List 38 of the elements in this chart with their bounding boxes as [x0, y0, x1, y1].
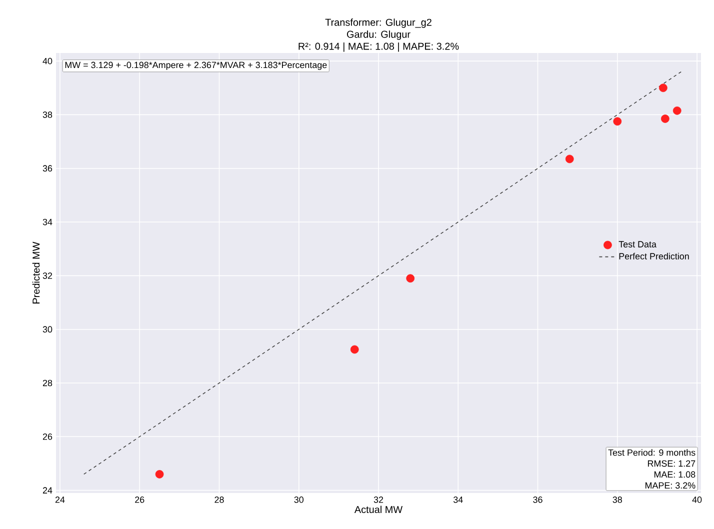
point	[406, 274, 415, 283]
x-tick-label: 40	[692, 496, 702, 503]
annotation: MAE: 1.08	[654, 471, 696, 478]
x-tick-label: 30	[294, 496, 304, 503]
chart-subtitle: Gardu: Glugur	[346, 30, 410, 40]
point	[660, 114, 670, 123]
x-tick-label: 36	[533, 496, 542, 503]
x-tick-label: 38	[612, 496, 622, 503]
y-tick-label: 24	[42, 487, 52, 494]
legend-label: Test Data	[618, 241, 656, 248]
y-tick-label: 28	[42, 380, 52, 386]
point	[659, 84, 668, 92]
annotation: Test Period: 9 months	[608, 449, 696, 456]
text: R²: 0.914 | MAE: 1.08 | MAPE: 3.2%	[298, 42, 459, 52]
x-tick-label: 32	[374, 496, 384, 503]
point	[155, 470, 164, 478]
y-tick-label: 34	[42, 218, 52, 226]
x-tick-label: 24	[55, 496, 65, 503]
annotation: MAPE: 3.2%	[645, 482, 696, 489]
point	[565, 154, 574, 164]
x-tick-label: 28	[214, 496, 224, 503]
annotation: RMSE: 1.27	[648, 460, 696, 467]
y-tick-label: 30	[42, 326, 52, 333]
annotation: MW = 3.129 + -0.198*Ampere + 2.367*MVAR + 3.183*Percentage	[65, 62, 327, 70]
chart-title: Transformer: Glugur_g2	[325, 18, 432, 28]
point	[613, 117, 622, 126]
y-tick-label: 26	[42, 433, 52, 440]
y-tick-label: 32	[42, 272, 52, 279]
point	[350, 345, 359, 354]
y-axis-title: Predicted MW	[32, 242, 40, 304]
x-axis-title: Actual MW	[354, 506, 403, 514]
point	[672, 106, 682, 115]
y-tick-label: 40	[42, 58, 52, 64]
x-tick-label: 26	[135, 496, 144, 503]
x-tick-label: 34	[453, 496, 463, 503]
legend-label: Perfect Prediction	[619, 252, 689, 260]
y-tick-label: 36	[42, 165, 52, 172]
y-tick-label: 38	[42, 112, 52, 118]
